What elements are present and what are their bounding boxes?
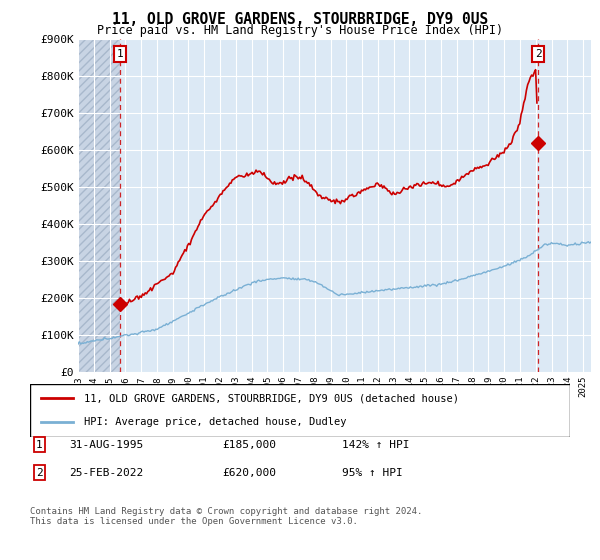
Text: Contains HM Land Registry data © Crown copyright and database right 2024.
This d: Contains HM Land Registry data © Crown c… <box>30 507 422 526</box>
Text: HPI: Average price, detached house, Dudley: HPI: Average price, detached house, Dudl… <box>84 417 347 427</box>
Text: 31-AUG-1995: 31-AUG-1995 <box>69 440 143 450</box>
Text: 11, OLD GROVE GARDENS, STOURBRIDGE, DY9 0US (detached house): 11, OLD GROVE GARDENS, STOURBRIDGE, DY9 … <box>84 394 459 404</box>
Bar <box>78 39 120 372</box>
Text: 142% ↑ HPI: 142% ↑ HPI <box>342 440 409 450</box>
Text: 1: 1 <box>36 440 43 450</box>
Text: 2: 2 <box>535 49 541 59</box>
Text: £185,000: £185,000 <box>222 440 276 450</box>
Text: 11, OLD GROVE GARDENS, STOURBRIDGE, DY9 0US: 11, OLD GROVE GARDENS, STOURBRIDGE, DY9 … <box>112 12 488 27</box>
Text: £620,000: £620,000 <box>222 468 276 478</box>
Text: 25-FEB-2022: 25-FEB-2022 <box>69 468 143 478</box>
Text: 2: 2 <box>36 468 43 478</box>
Text: 95% ↑ HPI: 95% ↑ HPI <box>342 468 403 478</box>
Text: 1: 1 <box>117 49 124 59</box>
Text: Price paid vs. HM Land Registry's House Price Index (HPI): Price paid vs. HM Land Registry's House … <box>97 24 503 36</box>
